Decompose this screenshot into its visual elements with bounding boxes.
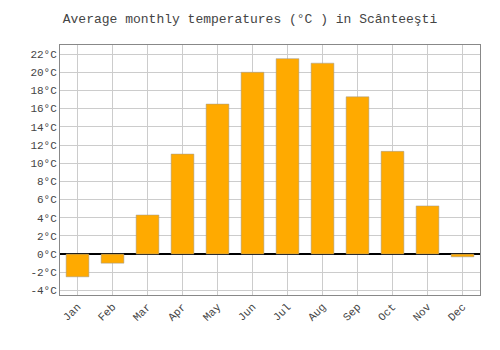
svg-text:Jan: Jan [61,301,83,323]
svg-text:6°C: 6°C [37,194,57,206]
svg-text:Average monthly temperatures (: Average monthly temperatures (°C ) in Sc… [63,12,438,27]
svg-text:16°C: 16°C [30,103,57,115]
svg-text:8°C: 8°C [37,176,57,188]
svg-text:22°C: 22°C [30,49,57,61]
svg-text:Aug: Aug [306,301,328,323]
svg-text:Sep: Sep [341,301,363,323]
svg-text:Oct: Oct [376,301,398,323]
svg-text:2°C: 2°C [37,231,57,243]
svg-text:Jul: Jul [271,301,293,323]
svg-text:Mar: Mar [131,301,153,323]
svg-text:-2°C: -2°C [30,267,57,279]
svg-text:0°C: 0°C [37,249,57,261]
svg-text:10°C: 10°C [30,158,57,170]
svg-text:14°C: 14°C [30,122,57,134]
svg-text:Dec: Dec [446,301,468,323]
svg-text:20°C: 20°C [30,67,57,79]
svg-text:Jun: Jun [236,301,258,323]
svg-text:4°C: 4°C [37,213,57,225]
svg-text:Feb: Feb [96,301,118,323]
svg-text:12°C: 12°C [30,140,57,152]
svg-text:Apr: Apr [166,301,188,323]
svg-text:Nov: Nov [411,301,434,324]
svg-text:May: May [201,301,224,324]
svg-text:-4°C: -4°C [30,285,57,297]
svg-text:18°C: 18°C [30,85,57,97]
